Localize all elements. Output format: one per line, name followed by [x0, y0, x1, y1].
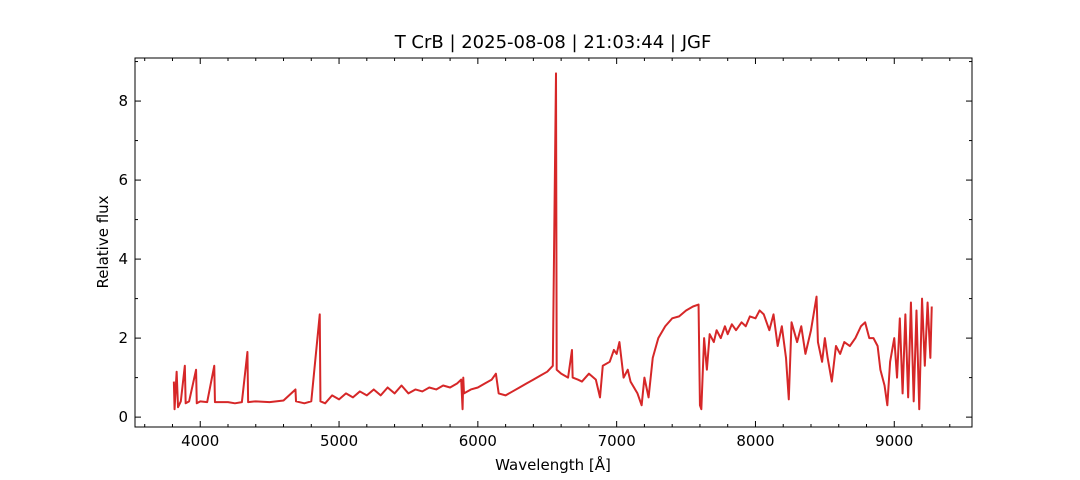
y-tick-label: 8 — [118, 92, 128, 110]
y-axis-label: Relative flux — [94, 195, 112, 288]
x-tick-label: 4000 — [181, 432, 219, 450]
x-tick-label: 5000 — [320, 432, 358, 450]
spectrum-line — [172, 72, 933, 411]
y-tick-label: 2 — [118, 329, 128, 347]
x-tick-label: 7000 — [598, 432, 636, 450]
y-tick-label: 4 — [118, 250, 128, 268]
y-tick-label: 6 — [118, 171, 128, 189]
axes-frame — [134, 57, 973, 428]
x-axis-label: Wavelength [Å] — [495, 455, 611, 474]
x-tick-label: 8000 — [736, 432, 774, 450]
x-tick-label: 9000 — [875, 432, 913, 450]
y-tick-label: 0 — [118, 408, 128, 426]
chart-title: T CrB | 2025-08-08 | 21:03:44 | JGF — [394, 32, 712, 53]
x-tick-label: 6000 — [459, 432, 497, 450]
